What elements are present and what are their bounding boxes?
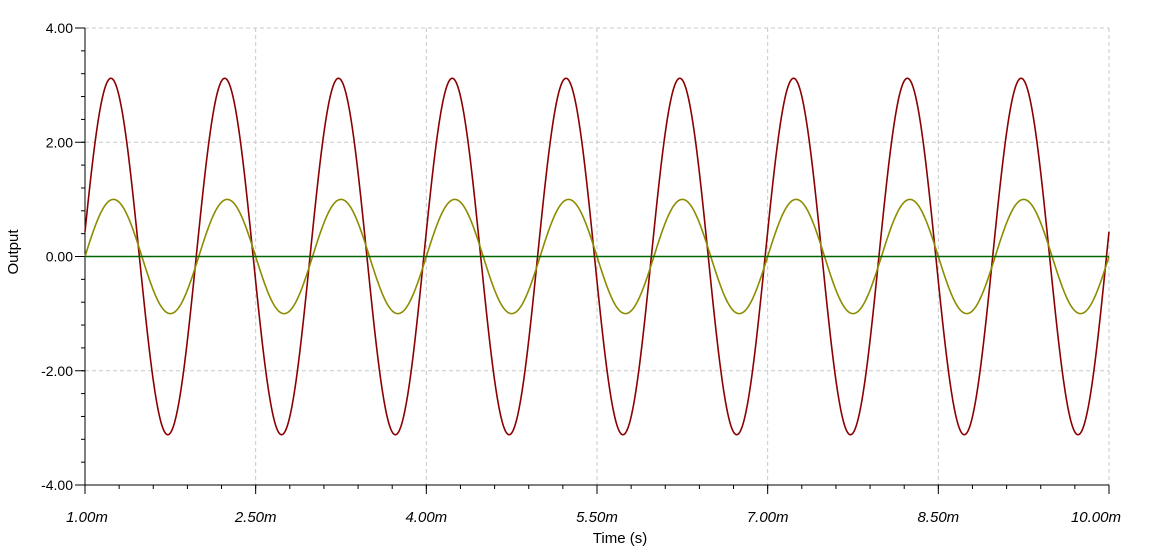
x-tick-label: 7.00m [747, 509, 789, 526]
x-tick-label: 4.00m [405, 509, 447, 526]
x-tick-label: 8.50m [917, 509, 959, 526]
y-tick-label: -4.00 [41, 477, 73, 493]
x-tick-label: 1.00m [66, 509, 108, 526]
tick-labels: 4.00 2.00 0.00 -2.00 -4.00 1.00m 2.50m 4.00m 5.5… [41, 20, 1121, 526]
y-tick-label: -2.00 [41, 363, 73, 379]
y-tick-label: 0.00 [46, 249, 73, 265]
axes [75, 27, 1110, 494]
x-tick-label: 2.50m [234, 509, 277, 526]
y-axis-title: Output [5, 229, 22, 275]
x-tick-label: 10.00m [1071, 509, 1121, 526]
y-tick-label: 4.00 [46, 20, 73, 36]
y-tick-label: 2.00 [46, 134, 73, 150]
series-group [84, 77, 1110, 436]
x-tick-label: 5.50m [576, 509, 618, 526]
x-axis-title: Time (s) [593, 530, 647, 547]
series-line-1 [84, 77, 1110, 436]
